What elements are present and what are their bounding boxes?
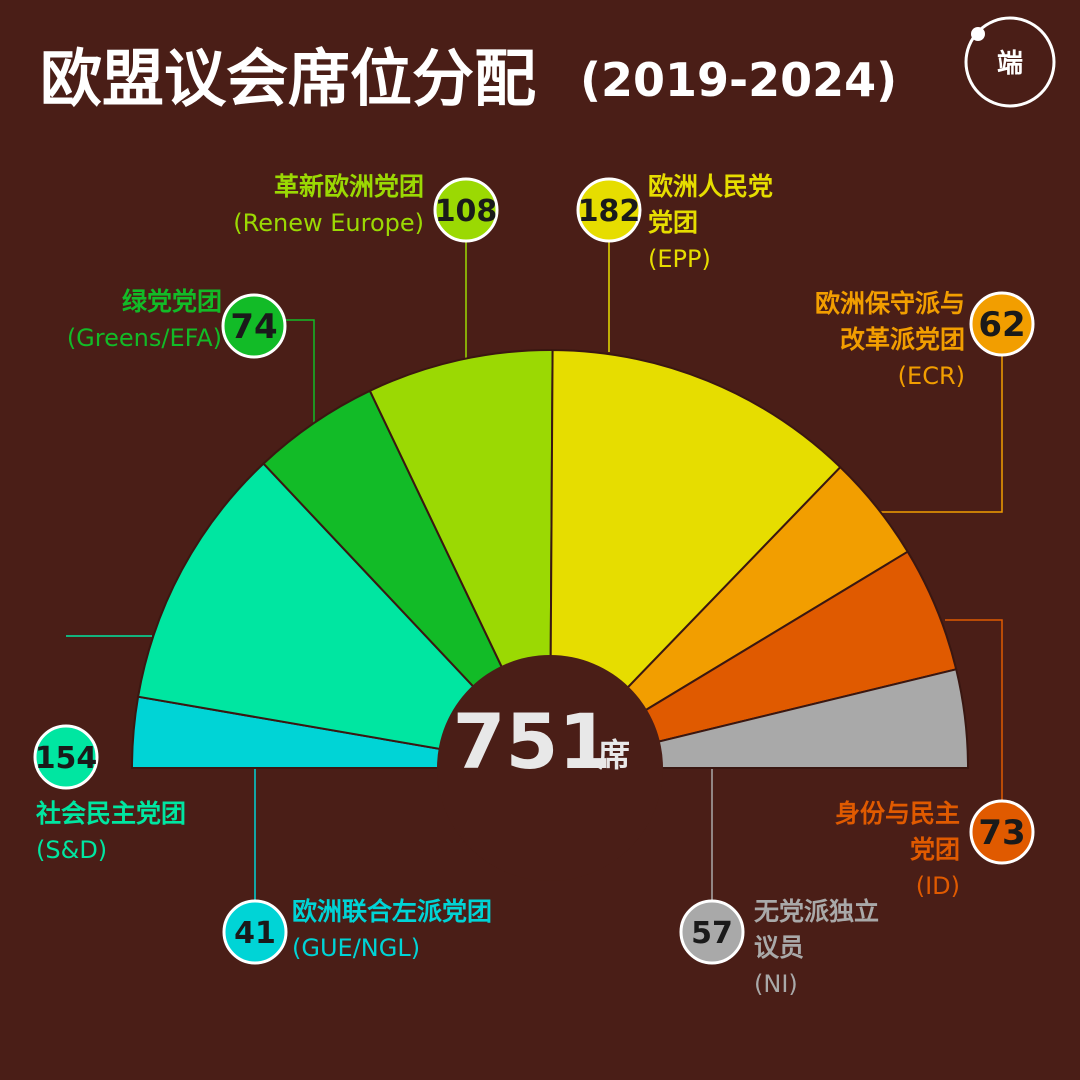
label-renew-europe-line-1: 革新欧洲党团 (274, 172, 424, 201)
label-gue-ngl-line-2: (GUE/NGL) (292, 934, 420, 962)
badge-renew-europe (433, 177, 499, 243)
total-seats-number: 751 (453, 697, 612, 786)
badge-ni (679, 899, 745, 965)
total-seats-unit: 席 (598, 736, 630, 774)
badge-value-ecr: 62 (978, 305, 1025, 345)
logo-ring (964, 16, 1056, 108)
logo-text: 端 (997, 49, 1023, 79)
badge-value-ni: 57 (691, 916, 733, 951)
badge-greens-efa (221, 293, 287, 359)
seat-sectors (130, 348, 970, 771)
label-greens-efa-line-1: 绿党党团 (122, 287, 222, 316)
badge-ecr (969, 291, 1035, 357)
badge-value-s-d: 154 (35, 741, 98, 776)
badge-value-renew-europe: 108 (435, 194, 498, 229)
badge-value-gue-ngl: 41 (234, 916, 276, 951)
label-greens-efa-line-2: (Greens/EFA) (67, 324, 222, 352)
label-ecr-line-1: 欧洲保守派与 (815, 289, 965, 318)
seat-badges: 41 154 74 108 182 62 73 57 (33, 177, 1035, 965)
chart-title: 欧盟议会席位分配 (40, 42, 536, 115)
badge-epp (576, 177, 642, 243)
total-seats: 751 席 (453, 697, 630, 786)
label-epp-line-3: (EPP) (648, 245, 711, 273)
logo: 端 (964, 16, 1056, 108)
badge-value-epp: 182 (578, 194, 641, 229)
logo-dot (971, 27, 985, 41)
label-ecr-line-2: 改革派党团 (840, 325, 965, 354)
badge-value-greens-efa: 74 (230, 307, 277, 347)
badge-gue-ngl (222, 899, 288, 965)
label-s-d-line-2: (S&D) (36, 836, 107, 864)
label-ni-line-1: 无党派独立 (754, 897, 879, 926)
label-s-d-line-1: 社会民主党团 (36, 799, 186, 828)
leader-line-greens-efa (285, 319, 315, 433)
sector-epp (548, 348, 842, 771)
label-ecr-line-3: (ECR) (898, 362, 965, 390)
sector-renew-europe (368, 348, 554, 769)
label-gue-ngl-line-1: 欧洲联合左派党团 (292, 897, 492, 926)
leader-line-id (945, 619, 1003, 801)
label-id-line-1: 身份与民主 (835, 799, 960, 828)
chart-title-period: (2019-2024) (580, 53, 897, 107)
party-labels: 欧洲联合左派党团 (GUE/NGL) 社会民主党团 (S&D) 绿党党团 (Greens/… (36, 172, 965, 998)
sector-s-d (136, 462, 553, 770)
label-ni-line-3: (NI) (754, 970, 798, 998)
leader-line-ecr (880, 355, 1003, 513)
label-epp-line-2: 党团 (648, 208, 698, 237)
center-hub (437, 655, 663, 881)
badge-id (969, 799, 1035, 865)
label-renew-europe-line-2: (Renew Europe) (233, 209, 424, 237)
badge-value-id: 73 (978, 813, 1025, 853)
badge-s-d (33, 724, 99, 790)
label-id-line-3: (ID) (916, 872, 960, 900)
label-ni-line-2: 议员 (754, 933, 804, 962)
label-id-line-2: 党团 (910, 835, 960, 864)
label-epp-line-1: 欧洲人民党 (648, 172, 773, 201)
